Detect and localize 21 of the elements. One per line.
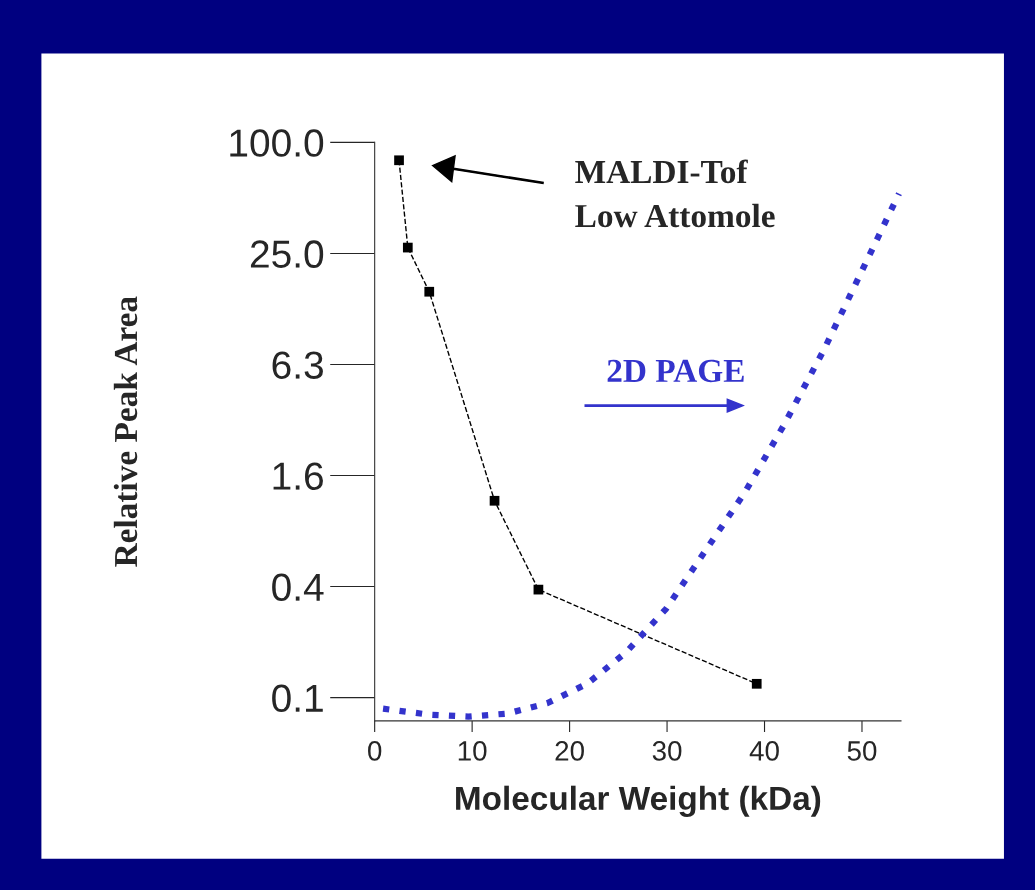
x-tick-label: 0: [368, 741, 382, 761]
x-tick-label: 20: [555, 741, 584, 761]
x-axis-title: Molecular Weight (kDa): [456, 785, 821, 817]
y-tick-label: 100.0: [230, 129, 324, 157]
y-tick-label: 0.4: [272, 573, 324, 602]
y-axis-title: Relative Peak Area: [113, 296, 138, 567]
x-tick-label: 10: [458, 741, 487, 761]
x-tick-label: 50: [847, 741, 877, 761]
y-tick-label: 1.6: [273, 462, 323, 490]
y-tick-label: 6.3: [272, 351, 323, 379]
x-tick-label: 40: [749, 741, 779, 761]
point: [424, 286, 435, 297]
y-tick-label: 0.1: [272, 684, 323, 713]
annotation: MALDI-Tof Low Attomole: [575, 159, 775, 228]
point: [751, 678, 762, 689]
point: [402, 242, 413, 253]
point: [394, 155, 404, 166]
x-tick-label: 30: [652, 741, 682, 761]
series-label: 2D PAGE: [607, 359, 744, 383]
y-tick-label: 25.0: [250, 240, 324, 268]
point: [489, 495, 500, 506]
